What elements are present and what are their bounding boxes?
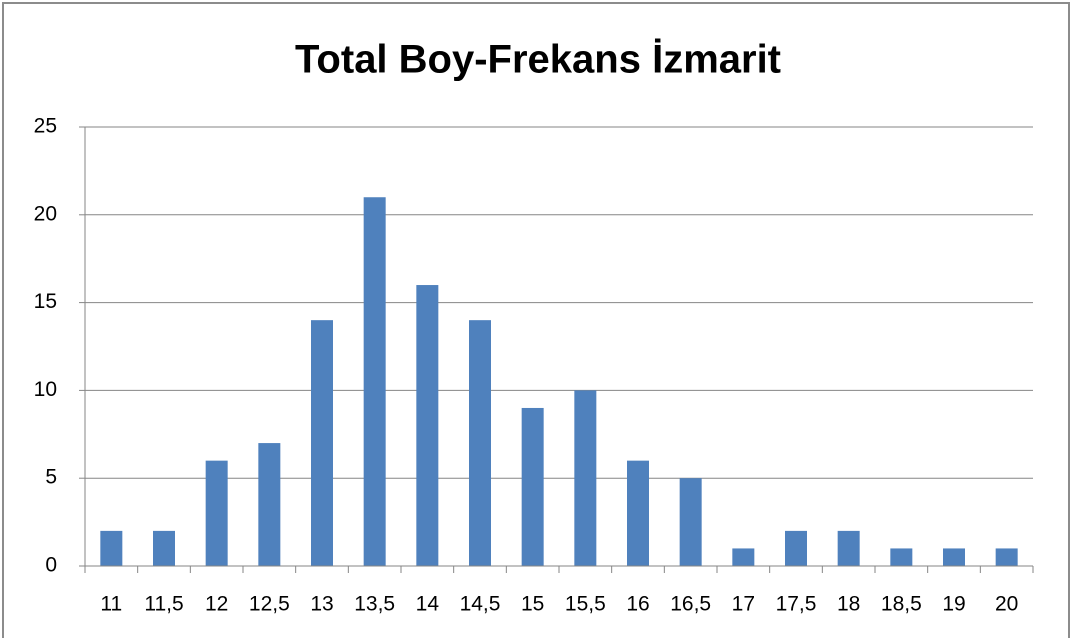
bar: [679, 478, 702, 566]
bar: [890, 548, 913, 566]
bar: [837, 530, 860, 566]
x-tick-label: 15,5: [565, 593, 606, 616]
bar: [153, 530, 175, 566]
x-tick-label: 20: [995, 593, 1018, 616]
x-tick-label: 17: [732, 593, 755, 616]
y-tick-label: 25: [34, 115, 57, 138]
bar: [521, 407, 544, 566]
bar: [943, 548, 965, 566]
bar: [363, 197, 386, 567]
x-tick-label: 11: [100, 593, 122, 616]
x-tick-label: 12,5: [249, 593, 290, 616]
chart-title: Total Boy-Frekans İzmarit: [295, 38, 781, 82]
x-tick-label: 18,5: [881, 593, 922, 616]
bar: [469, 320, 491, 566]
y-tick-label: 5: [45, 466, 57, 489]
x-tick-label: 13: [310, 593, 333, 616]
y-tick-label: 10: [34, 378, 57, 401]
bar: [100, 530, 123, 566]
x-tick-label: 16: [626, 593, 649, 616]
bar: [785, 530, 807, 566]
y-tick-label: 15: [34, 290, 57, 313]
x-tick-label: 13,5: [354, 593, 395, 616]
bar: [732, 548, 755, 566]
x-tick-label: 11,5: [144, 593, 183, 616]
x-tick-label: 19: [942, 593, 965, 616]
x-tick-label: 14,5: [460, 593, 501, 616]
bar: [311, 320, 333, 566]
x-tick-label: 17,5: [776, 593, 817, 616]
y-tick-label: 20: [34, 202, 57, 225]
bar: [416, 285, 439, 566]
x-tick-label: 15: [521, 593, 544, 616]
x-tick-label: 12: [205, 593, 228, 616]
y-tick-label: 0: [45, 554, 57, 577]
x-tick-label: 14: [416, 593, 440, 616]
bar: [205, 460, 228, 566]
bar: [574, 390, 597, 566]
bar: [995, 548, 1018, 566]
bar: [258, 443, 281, 566]
x-tick-label: 16,5: [670, 593, 711, 616]
x-tick-label: 18: [837, 593, 860, 616]
bar: [627, 460, 649, 566]
